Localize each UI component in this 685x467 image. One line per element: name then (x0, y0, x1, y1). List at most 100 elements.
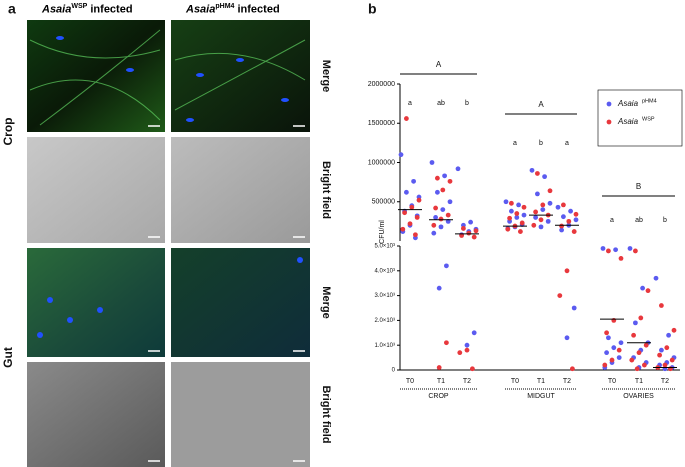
data-point (445, 212, 451, 218)
data-point (535, 171, 540, 176)
data-point (636, 350, 642, 356)
data-point (447, 199, 453, 205)
data-point (542, 174, 547, 180)
significance-letter: b (539, 140, 543, 147)
data-point (533, 215, 538, 220)
micrograph (27, 248, 165, 357)
data-point (645, 288, 651, 294)
y-tick-label: 4.0×10³ (374, 268, 395, 274)
data-point (438, 224, 444, 230)
data-point (471, 234, 477, 240)
group-letter: B (636, 182, 641, 191)
y-tick-label: 0 (392, 368, 396, 374)
significance-letter: a (513, 140, 517, 147)
x-tick-label: T2 (661, 378, 669, 385)
data-point (514, 211, 520, 216)
legend-label: Asaia (617, 117, 639, 126)
data-point (561, 214, 566, 220)
data-point (455, 166, 461, 172)
data-point (519, 220, 525, 226)
data-point (627, 246, 633, 251)
data-point (634, 366, 640, 372)
significance-letter: b (663, 217, 667, 224)
micrograph (171, 137, 310, 243)
data-point (666, 332, 671, 338)
data-point (521, 204, 527, 210)
data-point (604, 350, 609, 356)
data-point (540, 202, 546, 208)
data-point (436, 285, 442, 291)
data-point (642, 362, 647, 368)
data-point (640, 285, 645, 291)
data-point (547, 188, 553, 194)
row-type-label: Bright field (320, 161, 332, 219)
y-tick-label: 500000 (372, 199, 395, 206)
data-point (440, 187, 446, 193)
data-point (604, 330, 609, 336)
legend-label: Asaia (617, 99, 639, 108)
data-point (414, 215, 420, 220)
data-point (503, 199, 509, 205)
data-point (653, 275, 659, 281)
micrograph (27, 20, 165, 132)
data-point (435, 175, 440, 181)
data-point (611, 345, 617, 351)
micrograph (171, 248, 310, 357)
column-header: AsaiapHM4 infected (186, 3, 280, 16)
data-point (613, 247, 618, 253)
nuclei (37, 36, 303, 338)
legend-label-sup: pHM4 (642, 98, 657, 104)
data-point (538, 217, 544, 223)
row-type-label: Merge (320, 60, 332, 92)
micrograph (171, 20, 310, 132)
data-point (447, 178, 453, 184)
x-tick-label: T1 (537, 378, 545, 385)
data-point (535, 191, 540, 197)
group-label: MIDGUT (527, 393, 555, 400)
data-point (444, 340, 449, 346)
data-point (547, 200, 553, 206)
strain: WSP (71, 3, 88, 10)
legend-box (597, 89, 683, 147)
y-axis-title: CFU/ml (379, 220, 386, 244)
data-point (433, 215, 438, 220)
data-point (557, 293, 563, 298)
micrograph (27, 362, 165, 467)
data-point (461, 226, 466, 231)
data-point (643, 342, 649, 348)
micrograph (27, 137, 165, 243)
x-tick-label: T0 (511, 378, 519, 385)
column-header: AsaiaWSP infected (42, 3, 133, 16)
data-point (521, 212, 527, 218)
x-tick-label: T0 (608, 378, 616, 385)
group-label: OVARIES (623, 393, 654, 400)
significance-letter: ab (437, 100, 445, 107)
y-tick-label: 5.0×10³ (374, 244, 395, 250)
row-type-label: Merge (320, 286, 332, 318)
data-point (505, 226, 511, 232)
data-point (533, 209, 538, 215)
data-point (659, 303, 664, 308)
significance-letter: b (465, 100, 469, 107)
row-type-label: Bright field (320, 385, 332, 443)
data-point (600, 246, 606, 251)
data-point (507, 215, 512, 221)
y-tick-label: 2.0×10³ (374, 318, 395, 324)
data-point (545, 218, 551, 224)
data-point (518, 229, 523, 234)
data-point (468, 219, 473, 225)
data-point (470, 366, 475, 372)
data-point (662, 362, 668, 368)
legend-marker (606, 101, 612, 107)
y-tick-label: 2000000 (368, 81, 395, 88)
row-label: Gut (1, 347, 15, 368)
data-point (433, 205, 438, 211)
data-point (436, 365, 442, 370)
data-point (402, 210, 407, 216)
data-point (559, 223, 564, 229)
y-tick-label: 1.0×10³ (374, 343, 395, 349)
data-point (471, 330, 477, 336)
group-letter: A (436, 60, 442, 69)
data-point (509, 208, 514, 214)
